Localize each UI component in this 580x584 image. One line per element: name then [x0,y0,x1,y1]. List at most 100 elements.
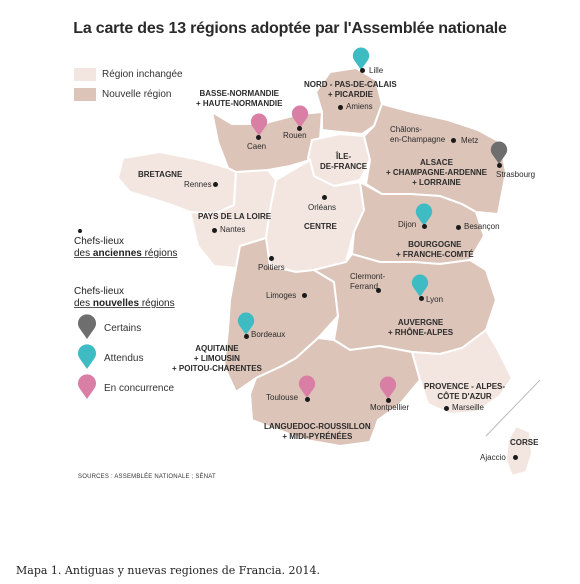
city-orleans: Orléans [308,203,337,212]
teal-pin-icon [78,344,96,369]
label-auvergne: AUVERGNE + RHÔNE-ALPES [388,318,453,338]
label-languedoc-1: LANGUEDOC-ROUSSILLON [264,422,371,431]
label-bourgogne-2: + FRANCHE-COMTÉ [396,250,474,259]
label-idf-2: DE-FRANCE [320,162,368,171]
dijon-pin [415,203,433,226]
city-lille: Lille [369,66,384,75]
corse-separator [485,379,541,437]
city-ajaccio: Ajaccio [480,453,506,462]
legend-swatch-unchanged [74,68,96,81]
legend-chefs-new-line1: Chefs-lieux [74,286,125,297]
label-grand-est: ALSACE + CHAMPAGNE-ARDENNE + LORRAINE [386,158,487,188]
legend-chefs-old: Chefs-lieux des anciennes régions [74,236,177,260]
label-pays-loire: PAYS DE LA LOIRE [198,212,272,221]
dot-clermont [376,288,381,293]
legend-swatch-new [74,88,96,101]
city-clermont: Clermont- Ferrand [350,272,385,292]
figure-caption: Mapa 1. Antiguas y nuevas regiones de Fr… [16,564,320,577]
legend-chefs-old-line2: des anciennes régions [74,248,177,260]
label-idf: ÎLE- DE-FRANCE [320,152,367,172]
legend-dot-old [78,229,82,233]
dot-nantes [212,228,217,233]
city-clermont-1: Clermont- [350,272,386,281]
dot-rennes [213,182,218,187]
label-aquitaine: AQUITAINE + LIMOUSIN + POITOU-CHARENTES [172,344,262,374]
region-provence [410,328,514,416]
bordeaux-pin [237,312,255,335]
label-normandie-2: + HAUTE-NORMANDIE [196,99,283,108]
label-nord: NORD - PAS-DE-CALAIS + PICARDIE [304,80,397,100]
legend-chefs-new-line2: des nouvelles régions [74,298,175,310]
label-alsace-1: ALSACE [420,158,453,167]
dot-orleans [322,195,327,200]
city-chalons-1: Châlons- [390,125,423,134]
label-bourgogne: BOURGOGNE + FRANCHE-COMTÉ [396,240,474,260]
city-poitiers: Poitiers [258,263,285,272]
region-bretagne [116,150,238,216]
legend-chefs-old-line1: Chefs-lieux [74,236,125,247]
lille-pin [352,47,370,70]
city-nantes: Nantes [220,225,246,234]
label-aquitaine-3: + POITOU-CHARENTES [172,364,262,373]
lyon-pin [411,274,429,297]
city-toulouse: Toulouse [266,393,299,402]
city-amiens: Amiens [346,102,373,111]
city-metz: Metz [461,136,479,145]
city-chalons: Châlons- en-Champagne [390,125,445,145]
label-normandie-1: BASSE-NORMANDIE [199,89,279,98]
caen-pin [250,113,268,136]
city-clermont-2: Ferrand [350,282,379,291]
city-rennes: Rennes [184,180,212,189]
dot-besancon [456,225,461,230]
legend-chefs-new-bold: nouvelles [92,298,140,309]
legend-chefs-old-suffix: régions [141,248,178,259]
region-occitanie [248,336,422,448]
label-occitanie: LANGUEDOC-ROUSSILLON + MIDI-PYRÉNÉES [264,422,371,442]
label-aquitaine-2: + LIMOUSIN [193,354,240,363]
label-normandie: BASSE-NORMANDIE + HAUTE-NORMANDIE [196,89,282,109]
dot-rouen [297,126,302,131]
city-dijon: Dijon [398,220,417,229]
city-caen: Caen [247,142,267,151]
label-languedoc-2: + MIDI-PYRÉNÉES [282,432,353,441]
legend-label-unchanged: Région inchangée [102,69,183,80]
label-bretagne: BRETAGNE [138,170,183,179]
city-besancon: Besançon [464,222,500,231]
region-corse [504,424,534,478]
dot-amiens [338,105,343,110]
legend-chefs-old-bold: anciennes [92,248,142,259]
label-aquitaine-1: AQUITAINE [195,344,239,353]
region-auvergne-rhone-alpes [311,252,498,356]
city-marseille: Marseille [452,403,485,412]
legend-pin-concurrence: En concurrence [104,383,175,394]
dot-dijon [422,224,427,229]
label-alsace-2: + CHAMPAGNE-ARDENNE [386,168,487,177]
dot-poitiers [269,256,274,261]
dot-ajaccio [513,455,518,460]
montpellier-pin [379,376,397,399]
toulouse-pin [298,375,316,398]
dot-marseille [444,406,449,411]
label-auvergne-1: AUVERGNE [397,318,444,327]
label-centre: CENTRE [304,222,337,231]
label-provence-2: CÔTE D'AZUR [437,392,492,401]
dot-lyon [419,296,424,301]
city-limoges: Limoges [266,291,297,300]
legend-chefs-old-prefix: des [74,248,93,259]
legend-pin-certains: Certains [104,323,142,334]
city-rouen: Rouen [283,131,307,140]
label-bourgogne-1: BOURGOGNE [408,240,462,249]
city-chalons-2: en-Champagne [390,135,446,144]
legend-pin-attendus: Attendus [104,353,144,364]
label-nord-1: NORD - PAS-DE-CALAIS [304,80,397,89]
legend-label-new: Nouvelle région [102,89,172,100]
dot-montpellier [386,398,391,403]
dot-lille [360,68,365,73]
city-lyon: Lyon [426,295,444,304]
label-provence-1: PROVENCE - ALPES- [424,382,506,391]
dot-limoges [302,293,307,298]
dot-chalons [451,138,456,143]
legend-chefs-new-prefix: des [74,298,93,309]
strasbourg-pin [490,141,508,164]
